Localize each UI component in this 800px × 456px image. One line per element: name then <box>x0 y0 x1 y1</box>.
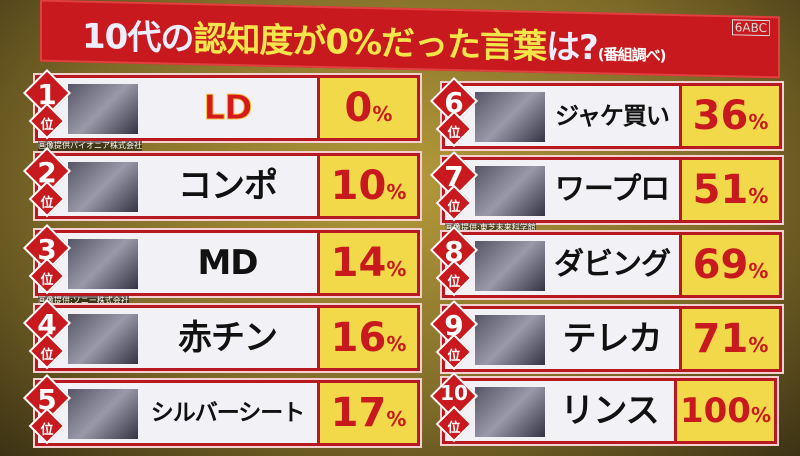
rank-suffix: 位 <box>447 126 461 141</box>
rank-number: 5 <box>37 383 57 416</box>
item-photo <box>68 389 138 439</box>
percent-value: 71 <box>692 316 749 362</box>
percent-value: 100 <box>679 391 751 431</box>
rank-suffix: 位 <box>40 273 54 288</box>
percent-value: 51 <box>692 167 749 213</box>
item-percent: 16% <box>317 308 417 368</box>
item-photo <box>68 162 138 212</box>
percent-sign: % <box>748 259 769 283</box>
rank-number: 1 <box>37 78 57 111</box>
ranking-row: リンス 100% 10 位 <box>429 371 777 444</box>
item-percent: 51% <box>679 160 779 220</box>
rank-number: 4 <box>37 308 57 341</box>
image-credit: 画像提供:東芝未来科学館 <box>445 223 536 233</box>
item-percent: 100% <box>674 381 774 441</box>
percent-sign: % <box>386 407 407 431</box>
percent-sign: % <box>386 257 407 281</box>
percent-value: 69 <box>692 242 749 288</box>
percent-sign: % <box>386 332 407 356</box>
percent-sign: % <box>748 110 769 134</box>
rank-suffix: 位 <box>447 200 461 215</box>
rank-suffix: 位 <box>447 421 461 436</box>
item-photo <box>68 239 138 289</box>
item-percent: 14% <box>317 233 417 293</box>
item-percent: 36% <box>679 86 779 146</box>
item-word: 赤チン <box>178 318 278 358</box>
item-word: ダビング <box>554 247 671 282</box>
title-main: 認知度が0%だった言葉 <box>193 19 547 68</box>
percent-value: 36 <box>692 93 749 139</box>
item-photo <box>475 387 545 437</box>
image-credit: 画像提供:ソニー株式会社 <box>38 296 129 306</box>
rank-suffix: 位 <box>447 275 461 290</box>
item-photo <box>475 166 545 216</box>
image-credit: 画像提供パイオニア株式会社 <box>38 141 142 151</box>
item-word: LD <box>203 88 253 129</box>
percent-value: 14 <box>330 240 387 286</box>
item-photo <box>475 315 545 365</box>
item-word: テレカ <box>562 319 663 359</box>
rank-number: 2 <box>37 156 57 189</box>
percent-value: 10 <box>330 163 387 209</box>
item-word: リンス <box>560 391 659 431</box>
percent-sign: % <box>748 184 769 208</box>
item-word: シルバーシート <box>150 400 306 426</box>
percent-sign: % <box>750 403 772 427</box>
rank-suffix: 位 <box>40 196 54 211</box>
rank-number: 3 <box>37 233 57 266</box>
percent-value: 0 <box>344 85 373 131</box>
item-word: MD <box>197 243 258 283</box>
item-word: ジャケ買い <box>555 102 670 130</box>
rank-number: 10 <box>440 381 468 405</box>
rank-number: 6 <box>444 86 464 119</box>
rank-suffix: 位 <box>40 348 54 363</box>
percent-sign: % <box>372 102 393 126</box>
rank-suffix: 位 <box>40 118 54 133</box>
item-photo <box>68 314 138 364</box>
item-percent: 17% <box>317 383 417 443</box>
item-percent: 69% <box>679 235 779 295</box>
rank-suffix: 位 <box>447 349 461 364</box>
rank-suffix: 位 <box>40 423 54 438</box>
title-suffix: は? <box>546 27 598 69</box>
title-note: (番組調べ) <box>597 45 666 65</box>
item-percent: 71% <box>679 309 779 369</box>
percent-sign: % <box>386 180 407 204</box>
item-word: ワープロ <box>554 172 670 207</box>
percent-sign: % <box>748 333 769 357</box>
item-word: コンポ <box>178 166 278 206</box>
rank-number: 9 <box>444 309 464 342</box>
item-percent: 0% <box>317 78 417 138</box>
item-photo <box>475 241 545 291</box>
rank-number: 8 <box>444 235 464 268</box>
percent-value: 16 <box>330 315 387 361</box>
rank-number: 7 <box>444 160 464 193</box>
rank-badge: 10 位 <box>429 371 479 447</box>
title-prefix: 10代の <box>82 16 194 60</box>
percent-value: 17 <box>330 390 387 436</box>
channel-logo: 6ABC <box>731 19 770 37</box>
item-percent: 10% <box>317 156 417 216</box>
item-photo <box>68 84 138 134</box>
title-text: 10代の認知度が0%だった言葉は?(番組調べ) <box>82 9 666 71</box>
item-photo <box>475 92 545 142</box>
